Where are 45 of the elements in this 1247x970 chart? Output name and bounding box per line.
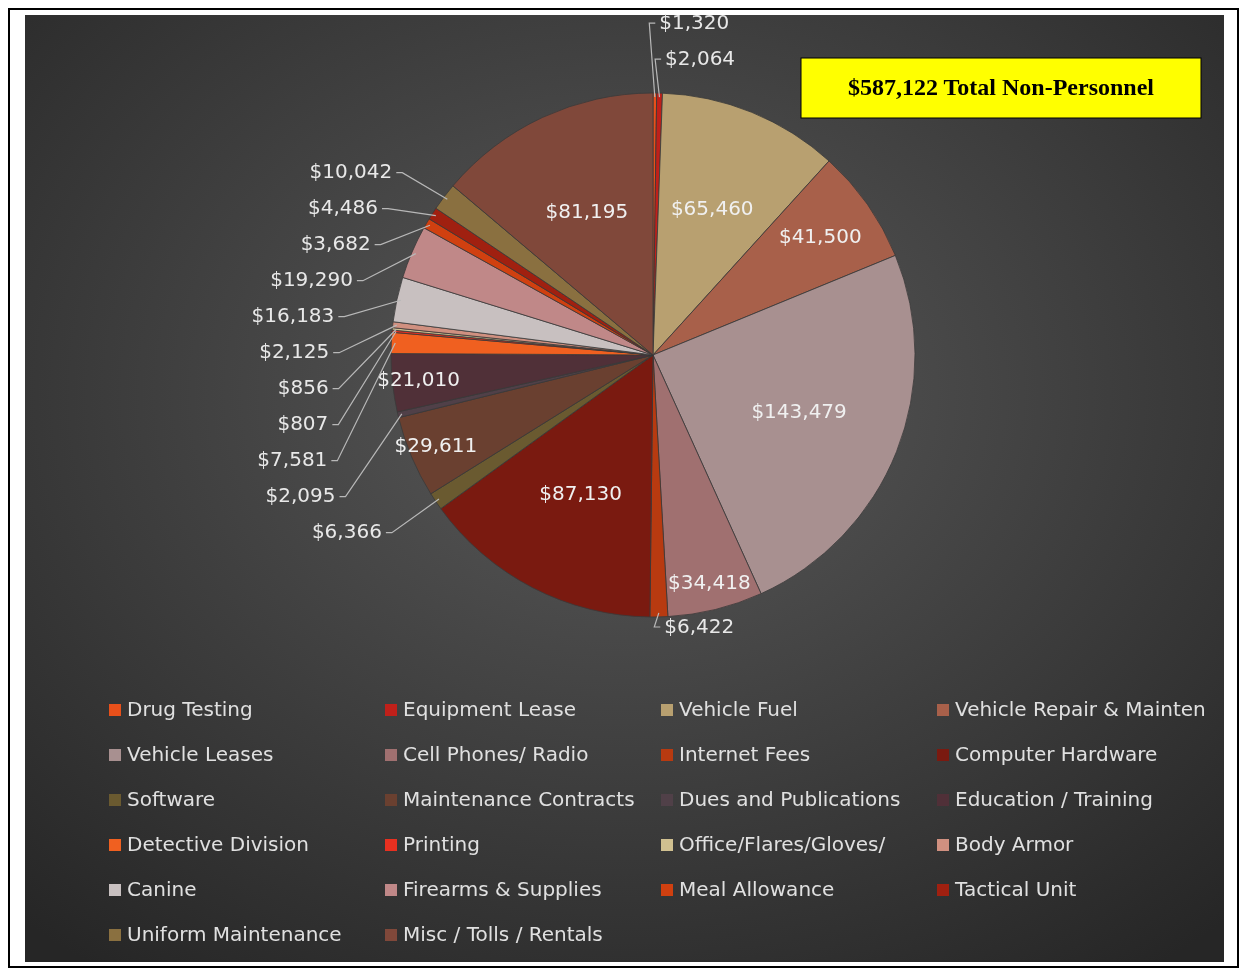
legend-label: Computer Hardware	[955, 741, 1158, 766]
legend-label: Detective Division	[127, 831, 309, 856]
data-label: $16,183	[251, 303, 335, 328]
data-label: $81,195	[545, 198, 629, 223]
legend-label: Printing	[403, 831, 480, 856]
legend-label: Canine	[127, 876, 197, 901]
legend-label: Software	[127, 786, 216, 811]
data-label: $34,418	[667, 570, 751, 595]
data-label: $2,095	[265, 483, 336, 508]
data-label: $4,486	[307, 195, 378, 220]
legend-label: Meal Allowance	[679, 876, 835, 901]
legend-label: Firearms & Supplies	[403, 876, 602, 901]
data-label: $10,042	[309, 159, 393, 184]
data-label: $87,130	[539, 481, 623, 506]
legend-label: Drug Testing	[127, 696, 253, 721]
legend-label: Maintenance Contracts	[403, 786, 635, 811]
legend-label: Internet Fees	[679, 741, 811, 766]
legend-label: Dues and Publications	[679, 786, 901, 811]
legend-label: Uniform Maintenance	[127, 921, 342, 946]
data-label: $41,500	[778, 224, 862, 249]
data-label: $2,064	[665, 45, 736, 70]
data-label: $19,290	[270, 267, 353, 292]
text: $587,122 Total Non-Personnel	[847, 73, 1155, 100]
legend-label: Vehicle Repair & Mainten	[955, 696, 1206, 721]
data-label: $807	[277, 411, 329, 436]
data-label: $6,366	[311, 519, 382, 544]
legend-label: Office/Flares/Gloves/	[679, 831, 886, 856]
data-label: $65,460	[670, 195, 754, 220]
data-label: $2,125	[259, 339, 330, 364]
legend-label: Equipment Lease	[403, 696, 576, 721]
data-label: $29,611	[394, 433, 478, 458]
legend-label: Vehicle Fuel	[679, 696, 798, 721]
legend-label: Education / Training	[955, 786, 1153, 811]
data-label: $6,422	[664, 613, 735, 638]
data-label: $1,320	[659, 9, 730, 34]
data-label: $856	[277, 375, 329, 400]
legend-label: Misc / Tolls / Rentals	[403, 921, 603, 946]
legend-label: Body Armor	[955, 831, 1075, 856]
data-label: $3,682	[300, 231, 371, 256]
data-label: $143,479	[751, 399, 847, 424]
legend-label: Tactical Unit	[954, 876, 1077, 901]
data-label: $7,581	[257, 447, 328, 472]
data-label: $21,010	[377, 366, 460, 391]
legend-label: Cell Phones/ Radio	[403, 741, 589, 766]
legend-label: Vehicle Leases	[127, 741, 274, 766]
